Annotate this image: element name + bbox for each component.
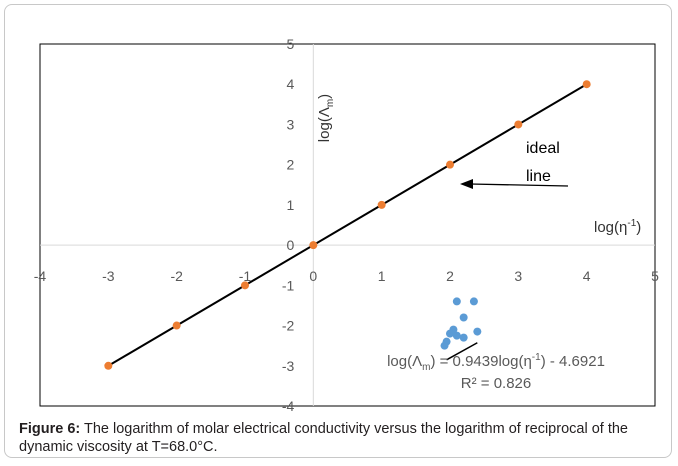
x-tick-label: 3 [514, 268, 522, 284]
figure-caption: Figure 6: The logarithm of molar electri… [19, 420, 669, 456]
r-squared: R² = 0.826 [461, 375, 531, 392]
y-tick-label: -1 [282, 277, 295, 293]
data-marks [104, 80, 591, 370]
x-tick-label: 0 [309, 268, 317, 284]
ideal-point [104, 361, 113, 370]
ideal-point [309, 241, 318, 250]
plot-area-border [39, 43, 656, 407]
measured-point [473, 327, 482, 336]
x-tick-label: 5 [651, 268, 659, 284]
y-tick-label: 5 [287, 36, 295, 52]
ideal-line-label-2: line [526, 168, 551, 185]
x-tick-label: 4 [583, 268, 591, 284]
y-tick-label: 3 [287, 116, 295, 132]
caption-text: The logarithm of molar electrical conduc… [19, 421, 628, 455]
y-tick-label: -3 [282, 358, 295, 374]
ideal-line-label: ideal [526, 140, 560, 157]
ideal-point [446, 160, 454, 169]
measured-point [446, 329, 454, 338]
y-tick-label: 0 [287, 237, 295, 253]
ideal-point [582, 80, 591, 89]
x-tick-label: -2 [170, 268, 183, 284]
ideal-point [241, 281, 249, 290]
caption-label: Figure 6: [19, 421, 81, 437]
ideal-line [107, 83, 588, 367]
trendline [446, 342, 478, 361]
y-tick-label: -4 [282, 398, 295, 414]
measured-point [459, 313, 468, 322]
x-tick-label: -4 [34, 268, 47, 284]
ideal-point [377, 200, 386, 209]
measured-point [459, 333, 468, 342]
y-tick-label: 2 [287, 157, 295, 173]
x-axis-title: log(η-1) [594, 218, 641, 236]
fit-equation: log(Λm) = 0.9439log(η-1) - 4.6921 [387, 352, 605, 373]
y-tick-label: 4 [287, 76, 295, 92]
y-axis-title: log(Λm) [316, 94, 336, 142]
x-tick-label: 2 [446, 268, 454, 284]
x-tick-label: 1 [378, 268, 386, 284]
y-tick-label: 1 [287, 197, 295, 213]
ideal-point [514, 120, 523, 129]
figure-frame [4, 4, 672, 458]
measured-point [452, 331, 461, 340]
axes [40, 44, 655, 406]
measured-point [469, 297, 478, 306]
tick-labels: -4 -3 -2 -1 0 1 2 3 4 5 -4 -3 -2 -1 0 1 2 3 4 5 [34, 36, 659, 414]
ideal-point [172, 321, 181, 330]
measured-point [452, 297, 461, 306]
x-tick-label: -1 [239, 268, 252, 284]
chart: -4 -3 -2 -1 0 1 2 3 4 5 -4 -3 -2 -1 0 1 2 3 4 5 log(Λm) log… [34, 36, 659, 414]
x-tick-label: -3 [102, 268, 115, 284]
y-tick-label: -2 [282, 318, 295, 334]
annotation-arrow [460, 179, 569, 189]
measured-point [440, 341, 449, 350]
